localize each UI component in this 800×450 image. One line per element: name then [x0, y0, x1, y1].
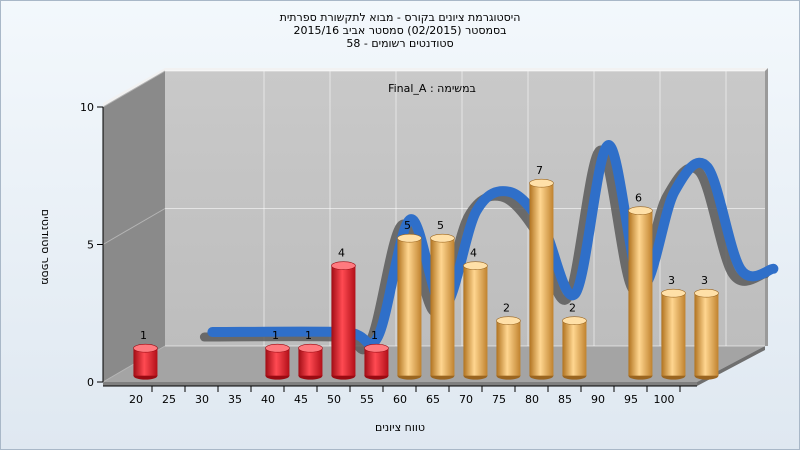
bar-value-label: 3 — [701, 274, 708, 287]
x-ticks: 20 25 30 35 40 45 50 55 60 65 70 75 80 85 90 95 100 — [129, 386, 681, 406]
bar-body — [298, 348, 323, 376]
bar-body — [265, 348, 290, 376]
bar: 2 — [562, 302, 587, 380]
bar: 6 — [628, 192, 653, 380]
bar-body — [694, 293, 719, 376]
x-tick-label: 40 — [261, 393, 275, 406]
bar-top — [265, 343, 290, 353]
bar-top — [694, 288, 719, 298]
bar-top — [562, 316, 587, 325]
bar-body — [397, 238, 422, 376]
bar: 1 — [133, 329, 158, 380]
y-tick-label: 5 — [87, 239, 94, 252]
bar-body — [430, 238, 455, 376]
bar-value-label: 1 — [272, 329, 279, 342]
chart-subtitle-students: סטודנטים רשומים - 58 — [346, 37, 454, 50]
grid-diagonal — [102, 208, 166, 245]
bar: 1 — [364, 329, 389, 380]
bar-top — [397, 233, 422, 243]
x-tick-label: 75 — [492, 393, 506, 406]
right-edge — [765, 68, 768, 346]
bar-body — [463, 265, 488, 376]
x-tick-label: 45 — [294, 393, 308, 406]
bar-body — [628, 210, 653, 376]
bar-body — [661, 293, 686, 376]
bar: 2 — [496, 302, 521, 380]
bar: 5 — [397, 219, 422, 380]
bar-top — [133, 343, 158, 353]
x-tick-label: 100 — [654, 393, 675, 406]
x-tick-label: 30 — [195, 393, 209, 406]
bar-body — [331, 265, 356, 376]
x-tick-label: 20 — [129, 393, 143, 406]
y-axis-title: מספר סטודנטים — [39, 209, 52, 285]
bar: 4 — [331, 247, 356, 380]
grid-diagonal — [102, 70, 166, 108]
bar: 3 — [694, 274, 719, 380]
bar-top — [628, 206, 653, 215]
x-axis-title: טווח ציונים — [375, 421, 425, 434]
bar-value-label: 2 — [503, 302, 510, 315]
bar-value-label: 1 — [140, 329, 147, 342]
x-tick-label: 65 — [426, 393, 440, 406]
chart-subtitle-semester: בסמסטר (02/2015) סמסטר אביב 2015/16 — [293, 24, 507, 37]
bar: 4 — [463, 247, 488, 380]
x-tick-label: 35 — [228, 393, 242, 406]
bar-top — [529, 178, 554, 188]
bar-value-label: 4 — [470, 247, 477, 260]
bar-top — [298, 343, 323, 353]
bar-value-label: 4 — [338, 247, 345, 260]
bar-value-label: 1 — [305, 329, 312, 342]
bar-top — [331, 261, 356, 270]
bar-value-label: 1 — [371, 329, 378, 342]
bar-body — [364, 348, 389, 376]
bar-top — [496, 316, 521, 325]
y-tick-label: 0 — [87, 376, 94, 389]
x-tick-label: 95 — [624, 393, 638, 406]
x-tick-label: 50 — [327, 393, 341, 406]
x-tick-label: 90 — [591, 393, 605, 406]
bar-value-label: 5 — [437, 219, 444, 232]
bar: 7 — [529, 164, 554, 380]
bar-value-label: 6 — [635, 192, 642, 205]
x-tick-label: 70 — [459, 393, 473, 406]
x-tick-label: 55 — [360, 393, 374, 406]
chart-title: היסטוגרמת ציונים בקורס - מבוא לתקשורת ספ… — [279, 11, 521, 24]
floor-front-edge — [103, 382, 697, 386]
bar-body — [562, 320, 587, 376]
bar-top — [430, 233, 455, 243]
task-annotation: במשימה : Final_A — [388, 82, 476, 95]
x-tick-label: 60 — [393, 393, 407, 406]
x-tick-label: 25 — [162, 393, 176, 406]
bar-value-label: 7 — [536, 164, 543, 177]
bar-value-label: 5 — [404, 219, 411, 232]
bar: 3 — [661, 274, 686, 380]
x-tick-label: 80 — [525, 393, 539, 406]
bar-value-label: 2 — [569, 302, 576, 315]
bars-group: 1 1 1 4 1 5 5 4 2 7 2 6 3 3 — [133, 164, 719, 380]
bar-top — [364, 343, 389, 353]
bar-body — [133, 348, 158, 376]
x-tick-label: 85 — [558, 393, 572, 406]
bar-body — [529, 183, 554, 376]
bar-top — [661, 288, 686, 298]
y-ticks: 0 5 10 — [80, 101, 103, 389]
bar: 1 — [265, 329, 290, 380]
bar-body — [496, 320, 521, 376]
y-tick-label: 10 — [80, 101, 94, 114]
bar-top — [463, 261, 488, 270]
bar-value-label: 3 — [668, 274, 675, 287]
bar: 5 — [430, 219, 455, 380]
bar: 1 — [298, 329, 323, 380]
